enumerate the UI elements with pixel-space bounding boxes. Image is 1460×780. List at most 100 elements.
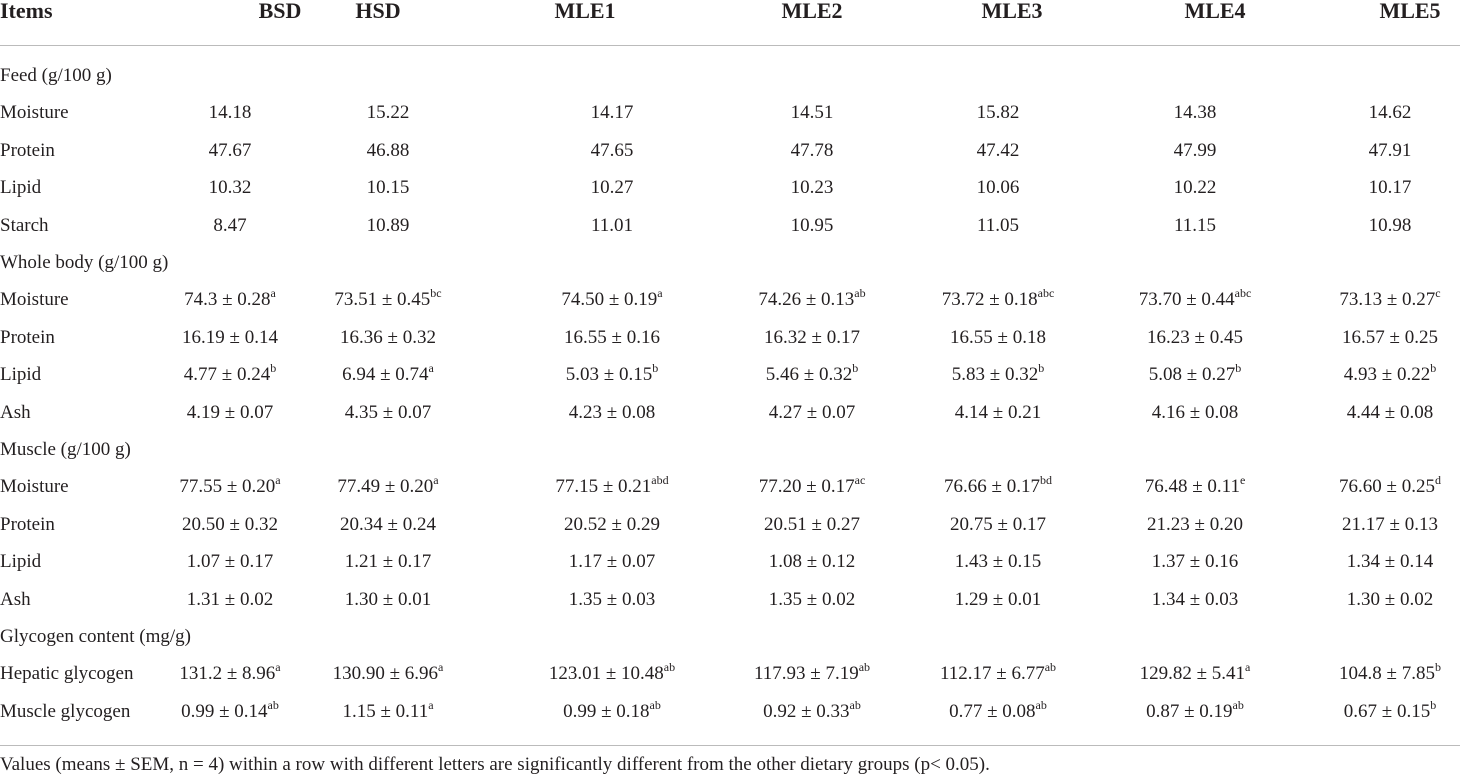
significance-letter: a — [428, 697, 434, 712]
cell-value: 1.07 ± 0.17 — [186, 551, 274, 573]
table-cell: 21.23 ± 0.20 — [1147, 513, 1243, 537]
column-header: MLE1 — [554, 0, 616, 23]
cell-value: 4.44 ± 0.08 — [1346, 401, 1434, 423]
table-cell: 4.44 ± 0.08 — [1347, 401, 1433, 425]
table-cell: 10.22 — [1174, 176, 1217, 200]
row-label: Protein — [0, 326, 55, 348]
column-header: HSD — [355, 0, 401, 23]
table-cell: 16.57 ± 0.25 — [1342, 326, 1438, 350]
cell-value: 129.82 ± 5.41 — [1139, 663, 1246, 685]
cell-value: 1.17 ± 0.07 — [568, 551, 656, 573]
cell-value: 14.51 — [790, 102, 834, 124]
cell-value: 11.15 — [1173, 214, 1217, 236]
table-cell: 10.27 — [591, 176, 634, 200]
table-cell: 76.60 ± 0.25d — [1339, 474, 1441, 499]
cell-value: 4.77 ± 0.24 — [183, 364, 271, 386]
cell-value: 1.37 ± 0.16 — [1151, 551, 1239, 573]
cell-value: 1.30 ± 0.01 — [344, 588, 432, 610]
row-label: Moisture — [0, 289, 69, 311]
significance-letter: ab — [663, 660, 676, 675]
table-cell: 47.42 — [977, 139, 1020, 163]
column-header: Items — [0, 0, 53, 23]
cell-value: 14.17 — [590, 102, 634, 124]
cell-value: 14.38 — [1173, 102, 1217, 124]
row-label: Lipid — [0, 364, 42, 386]
cell-value: 112.17 ± 6.77 — [939, 663, 1045, 685]
table-cell: 10.32 — [209, 176, 252, 200]
table-cell: 4.19 ± 0.07 — [187, 401, 273, 425]
table-cell: 11.01 — [591, 214, 633, 238]
cell-value: 1.29 ± 0.01 — [954, 588, 1042, 610]
cell-value: 16.55 ± 0.16 — [564, 326, 660, 348]
table-cell: 76.48 ± 0.11e — [1144, 473, 1246, 499]
significance-letter: a — [428, 361, 434, 376]
table-cell: 10.95 — [791, 214, 834, 238]
cell-value: 10.98 — [1368, 214, 1412, 236]
cell-value: 4.14 ± 0.21 — [954, 401, 1042, 423]
significance-letter: b — [852, 361, 859, 376]
cell-value: 77.49 ± 0.20 — [337, 476, 434, 498]
significance-letter: b — [652, 361, 659, 376]
cell-value: 47.67 — [208, 139, 252, 161]
table-cell: 4.23 ± 0.08 — [569, 401, 655, 425]
table-cell: 47.78 — [791, 139, 834, 163]
table-cell: 77.55 ± 0.20a — [179, 474, 280, 499]
table-cell: 11.05 — [977, 214, 1019, 238]
cell-value: 77.55 ± 0.20 — [179, 476, 276, 498]
cell-value: 5.08 ± 0.27 — [1148, 364, 1236, 386]
table-cell: 21.17 ± 0.13 — [1342, 513, 1438, 537]
cell-value: 76.48 ± 0.11 — [1144, 476, 1240, 498]
significance-letter: b — [1038, 361, 1045, 376]
cell-value: 20.75 ± 0.17 — [950, 513, 1046, 535]
table-cell: 1.35 ± 0.03 — [569, 588, 655, 612]
cell-value: 20.51 ± 0.27 — [764, 513, 860, 535]
significance-letter: e — [1239, 473, 1246, 488]
significance-letter: bd — [1039, 473, 1052, 488]
column-header: MLE2 — [781, 0, 843, 23]
cell-value: 123.01 ± 10.48 — [548, 663, 664, 685]
header-rule — [0, 45, 1460, 46]
cell-value: 11.01 — [590, 214, 634, 236]
table-cell: 1.08 ± 0.12 — [769, 550, 855, 574]
cell-value: 73.72 ± 0.18 — [941, 289, 1038, 311]
table-cell: 14.51 — [791, 101, 834, 125]
cell-value: 104.8 ± 7.85 — [1339, 663, 1435, 685]
cell-value: 1.08 ± 0.12 — [768, 551, 856, 573]
cell-value: 16.57 ± 0.25 — [1342, 326, 1438, 348]
significance-letter: b — [1235, 361, 1242, 376]
table-cell: 1.30 ± 0.02 — [1347, 588, 1433, 612]
table-cell: 20.75 ± 0.17 — [950, 513, 1046, 537]
cell-value: 4.19 ± 0.07 — [186, 401, 274, 423]
bottom-rule — [0, 745, 1460, 746]
table-cell: 4.35 ± 0.07 — [345, 401, 431, 425]
cell-value: 1.34 ± 0.03 — [1151, 588, 1239, 610]
table-cell: 1.34 ± 0.14 — [1347, 550, 1433, 574]
significance-letter: b — [1430, 697, 1437, 712]
table-cell: 47.99 — [1174, 139, 1217, 163]
cell-value: 0.67 ± 0.15 — [1343, 700, 1431, 722]
table-cell: 1.17 ± 0.07 — [569, 550, 655, 574]
significance-letter: ab — [849, 697, 861, 712]
table-cell: 5.03 ± 0.15b — [566, 361, 659, 387]
cell-value: 21.17 ± 0.13 — [1342, 513, 1438, 535]
table-cell: 10.17 — [1369, 176, 1412, 200]
significance-letter: a — [1245, 660, 1251, 675]
cell-value: 4.23 ± 0.08 — [568, 401, 656, 423]
cell-value: 16.32 ± 0.17 — [764, 326, 860, 348]
row-label: Starch — [0, 214, 49, 236]
cell-value: 73.70 ± 0.44 — [1138, 289, 1235, 311]
table-cell: 129.82 ± 5.41a — [1139, 660, 1251, 686]
table-cell: 14.18 — [209, 101, 252, 125]
table-cell: 16.55 ± 0.16 — [564, 326, 660, 350]
row-label: Moisture — [0, 476, 69, 498]
footnote: Values (means ± SEM, n = 4) within a row… — [0, 754, 990, 775]
table-cell: 104.8 ± 7.85b — [1339, 661, 1441, 686]
cell-value: 4.35 ± 0.07 — [344, 401, 432, 423]
cell-value: 1.21 ± 0.17 — [344, 551, 432, 573]
significance-letter: ab — [1035, 697, 1047, 712]
column-header: MLE5 — [1379, 0, 1441, 23]
cell-value: 10.17 — [1368, 177, 1412, 199]
table-cell: 123.01 ± 10.48ab — [548, 660, 676, 686]
table-cell: 16.36 ± 0.32 — [340, 326, 436, 350]
table-cell: 10.23 — [791, 176, 834, 200]
